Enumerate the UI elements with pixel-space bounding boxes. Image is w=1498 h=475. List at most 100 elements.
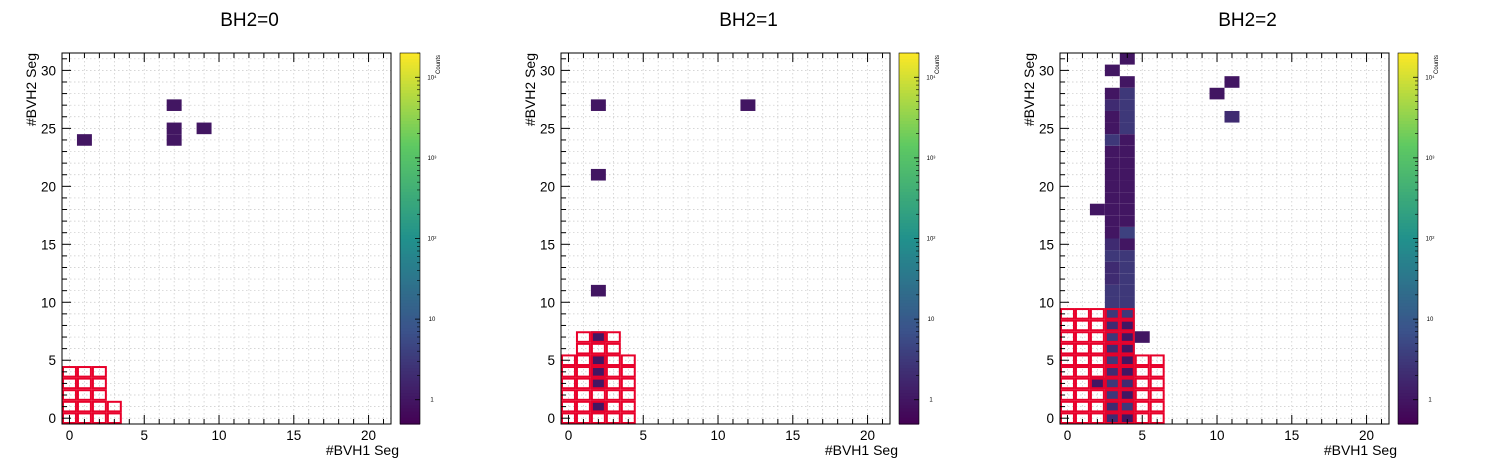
color-bar-segment	[400, 111, 420, 116]
heatmap-cell	[1119, 145, 1135, 158]
heatmap-cell	[1119, 157, 1135, 169]
highlight-box	[1119, 331, 1135, 343]
x-tick-label: 20	[361, 428, 376, 443]
heatmap-cell	[1104, 87, 1120, 100]
y-axis-title: #BVH2 Seg	[1021, 53, 1037, 126]
color-bar-segment	[899, 229, 919, 233]
color-bar-tick-label: 10⁴	[1425, 74, 1435, 81]
highlight-box	[620, 377, 636, 390]
heatmap-cell	[1089, 377, 1105, 390]
color-bar-segment	[899, 235, 919, 240]
color-bar-segment	[400, 340, 420, 345]
color-bar-segment	[899, 108, 919, 113]
color-bar-segment	[899, 136, 919, 141]
highlight-box	[1119, 366, 1135, 378]
color-bar-segment	[899, 346, 919, 351]
x-tick-label: 0	[565, 428, 573, 443]
color-bar-segment	[1398, 377, 1418, 382]
color-bar-segment	[1398, 210, 1418, 215]
color-bar-segment	[400, 182, 420, 187]
color-bar-segment	[899, 192, 919, 196]
highlight-box	[1089, 319, 1105, 332]
color-bar-segment	[400, 241, 420, 246]
color-bar-segment	[899, 297, 919, 301]
y-tick-label: 25	[41, 121, 56, 136]
highlight-box	[1149, 354, 1165, 367]
y-tick-label: 0	[547, 411, 555, 426]
color-bar-segment	[400, 287, 420, 292]
highlight-box	[1119, 389, 1135, 401]
color-bar-segment	[400, 411, 420, 416]
color-bar-segment	[400, 90, 420, 94]
heatmap-cell	[1104, 180, 1120, 193]
color-bar-segment	[1398, 223, 1418, 227]
color-bar-segment	[400, 99, 420, 104]
highlight-box	[1134, 400, 1150, 413]
heatmap-cell	[1104, 284, 1120, 297]
color-bar-segment	[400, 383, 420, 388]
color-bar-segment	[899, 96, 919, 100]
color-bar-segment	[400, 229, 420, 233]
heatmap-cell	[1119, 389, 1135, 401]
x-axis-title: #BVH1 Seg	[326, 442, 399, 458]
color-bar-segment	[899, 303, 919, 308]
color-bar-segment	[899, 56, 919, 60]
heatmap-cell	[1119, 203, 1135, 216]
color-bar-tick-label: 10⁴	[427, 74, 437, 81]
heatmap-cell	[1119, 273, 1135, 285]
color-bar-tick-label: 10	[429, 317, 436, 323]
color-bar-segment	[899, 278, 919, 283]
color-bar-segment	[400, 210, 420, 215]
color-bar-segment	[1398, 365, 1418, 369]
color-bar-segment	[1398, 309, 1418, 314]
color-bar-segment	[899, 368, 919, 373]
color-bar-segment	[400, 408, 420, 413]
heatmap-cell	[1119, 226, 1135, 239]
color-bar-segment	[899, 90, 919, 94]
chart-title: BH2=1	[719, 10, 778, 31]
color-bar-segment	[1398, 198, 1418, 202]
color-bar-segment	[400, 359, 420, 363]
color-bar-segment	[400, 192, 420, 196]
color-bar-segment	[400, 93, 420, 97]
x-tick-label: 15	[286, 428, 301, 443]
color-bar-segment	[899, 99, 919, 104]
heatmap-cell	[1104, 354, 1120, 367]
color-bar-segment	[899, 349, 919, 354]
heatmap-cell	[1119, 87, 1135, 100]
color-bar-segment	[400, 346, 420, 351]
heatmap-cell	[1104, 331, 1120, 343]
highlight-box	[1089, 308, 1105, 320]
highlight-box	[1074, 342, 1090, 355]
heatmap-cell	[1104, 99, 1120, 111]
color-bar-segment	[400, 213, 420, 218]
color-bar-segment	[899, 355, 919, 360]
color-bar-segment	[899, 362, 919, 366]
color-bar-segment	[899, 232, 919, 237]
color-bar-segment	[1398, 396, 1418, 400]
color-bar-segment	[1398, 294, 1418, 298]
color-bar-segment	[400, 164, 420, 168]
color-bar-segment	[899, 411, 919, 416]
y-tick-label: 20	[1039, 179, 1054, 194]
color-bar-segment	[899, 321, 919, 326]
color-bar-segment	[899, 226, 919, 230]
heatmap-cells	[1089, 53, 1240, 424]
heatmap-cell	[1104, 377, 1120, 390]
color-bar-segment	[1398, 386, 1418, 391]
color-bar-segment	[1398, 328, 1418, 332]
color-bar-segment	[400, 195, 420, 199]
color-bar-segment	[400, 114, 420, 119]
color-bar-segment	[400, 62, 420, 66]
color-bar-segment	[899, 306, 919, 311]
color-bar-segment	[1398, 257, 1418, 261]
color-bar-segment	[400, 77, 420, 82]
color-bar-segment	[1398, 340, 1418, 345]
y-tick-label: 10	[1039, 295, 1054, 310]
color-bar-segment	[1398, 374, 1418, 379]
color-bar-segment	[1398, 127, 1418, 131]
color-bar-segment	[1398, 337, 1418, 342]
color-bar-segment	[899, 133, 919, 138]
heatmap-cell	[1104, 296, 1120, 309]
